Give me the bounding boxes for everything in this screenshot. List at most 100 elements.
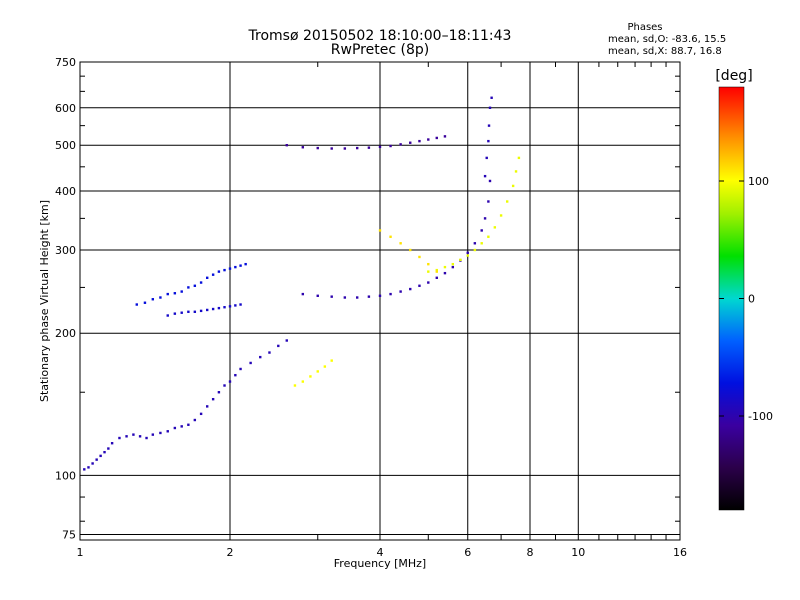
x-tick-label: 16 (673, 546, 687, 559)
scatter-point (103, 450, 106, 454)
scatter-point (389, 292, 392, 296)
scatter-point (132, 433, 135, 436)
scatter-point (173, 426, 177, 430)
scatter-point (138, 435, 142, 438)
scatter-point (187, 286, 190, 289)
scatter-point (487, 200, 490, 203)
y-tick-label: 300 (55, 244, 76, 257)
scatter-point (268, 351, 271, 354)
scatter-point (399, 242, 402, 245)
scatter-point (418, 139, 421, 143)
scatter-point (110, 442, 114, 445)
scatter-point (135, 303, 138, 306)
scatter-point (435, 268, 438, 272)
scatter-point (343, 147, 347, 150)
colorbar-tick-label: 100 (748, 175, 769, 188)
x-tick-label: 8 (527, 546, 534, 559)
scatter-point (330, 295, 333, 298)
chart-subtitle: RwPretec (8p) (331, 42, 429, 58)
scatter-point (466, 254, 469, 257)
scatter-point (330, 147, 333, 150)
scatter-point (418, 255, 421, 259)
scatter-point (199, 412, 203, 416)
scatter-point (125, 435, 128, 438)
plot-frame (79, 61, 681, 541)
phases-heading: Phases (627, 22, 662, 33)
y-tick-label: 500 (55, 139, 76, 152)
scatter-point (205, 405, 209, 408)
scatter-point (487, 139, 490, 143)
scatter-point (473, 248, 477, 252)
scatter-point (173, 292, 177, 295)
x-axis-ticks: 1 2 4 6 8 10 16 (77, 62, 687, 559)
scatter-point (443, 265, 447, 269)
scatter-point (228, 267, 232, 270)
scatter-point (151, 298, 155, 301)
scatter-point (166, 430, 169, 433)
scatter-point (427, 262, 430, 266)
scatter-point (487, 235, 490, 238)
colorbar-ticks: 100 0 -100 (719, 175, 773, 423)
scatter-point (285, 143, 288, 147)
scatter-point (99, 454, 102, 458)
scatter-point (316, 294, 319, 297)
scatter-point (277, 344, 280, 348)
scatter-point (95, 458, 98, 461)
y-tick-label: 750 (55, 56, 76, 69)
scatter-point (301, 146, 305, 149)
scatter-point (205, 276, 209, 279)
scatter-point (409, 141, 412, 144)
phases-x-stats: mean, sd,X: 88.7, 16.8 (608, 46, 722, 57)
scatter-point (488, 106, 492, 109)
scatter-point (483, 217, 487, 220)
scatter-point (487, 124, 491, 127)
y-tick-label: 400 (55, 185, 76, 198)
scatter-point (355, 296, 359, 299)
scatter-point (435, 270, 438, 273)
scatter-point (316, 370, 319, 373)
chart-title: Tromsø 20150502 18:10:00–18:11:43 (248, 28, 512, 44)
scatter-point (517, 156, 521, 160)
scatter-point (505, 200, 509, 203)
x-tick-label: 2 (227, 546, 234, 559)
scatter-point (378, 294, 382, 297)
scatter-point (293, 384, 297, 387)
scatter-point (343, 296, 347, 299)
x-axis-label: Frequency [MHz] (334, 557, 426, 570)
y-axis-ticks: 75 100 200 300 400 500 600 750 (55, 56, 680, 541)
scatter-point (480, 229, 483, 232)
scatter-point (234, 265, 237, 269)
scatter-point (323, 365, 327, 368)
scatter-point (480, 242, 483, 245)
scatter-point (367, 146, 371, 149)
scatter-point (193, 418, 197, 422)
scatter-point (488, 179, 492, 183)
scatter-point (239, 303, 242, 306)
scatter-point (234, 304, 237, 307)
scatter-point (435, 276, 438, 279)
scatter-point (259, 355, 262, 359)
scatter-point (309, 375, 312, 378)
scatter-point (217, 306, 221, 310)
scatter-point (166, 314, 169, 317)
scatter-point (83, 468, 86, 471)
x-tick-label: 10 (571, 546, 585, 559)
colorbar-tick-label: 0 (748, 293, 755, 306)
scatter-point (187, 310, 190, 313)
colorbar-label: [deg] (715, 68, 752, 84)
scatter-point (239, 264, 242, 267)
scatter-point (490, 96, 493, 99)
scatter-point (459, 258, 462, 262)
scatter-point (443, 271, 447, 275)
scatter-point (166, 292, 169, 296)
scatter-point (511, 184, 515, 188)
scatter-point (211, 307, 215, 311)
scatter-point (427, 281, 430, 284)
scatter-point (399, 143, 402, 146)
scatter-point (451, 262, 455, 266)
scatter-point (330, 359, 333, 362)
scatter-point (239, 367, 242, 371)
scatter-point (193, 310, 197, 313)
scatter-point (199, 281, 203, 284)
scatter-point (217, 391, 221, 394)
